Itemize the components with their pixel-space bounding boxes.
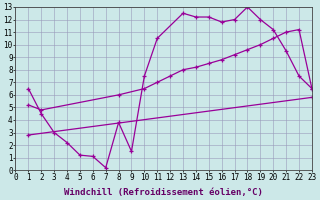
X-axis label: Windchill (Refroidissement éolien,°C): Windchill (Refroidissement éolien,°C) <box>64 188 263 197</box>
